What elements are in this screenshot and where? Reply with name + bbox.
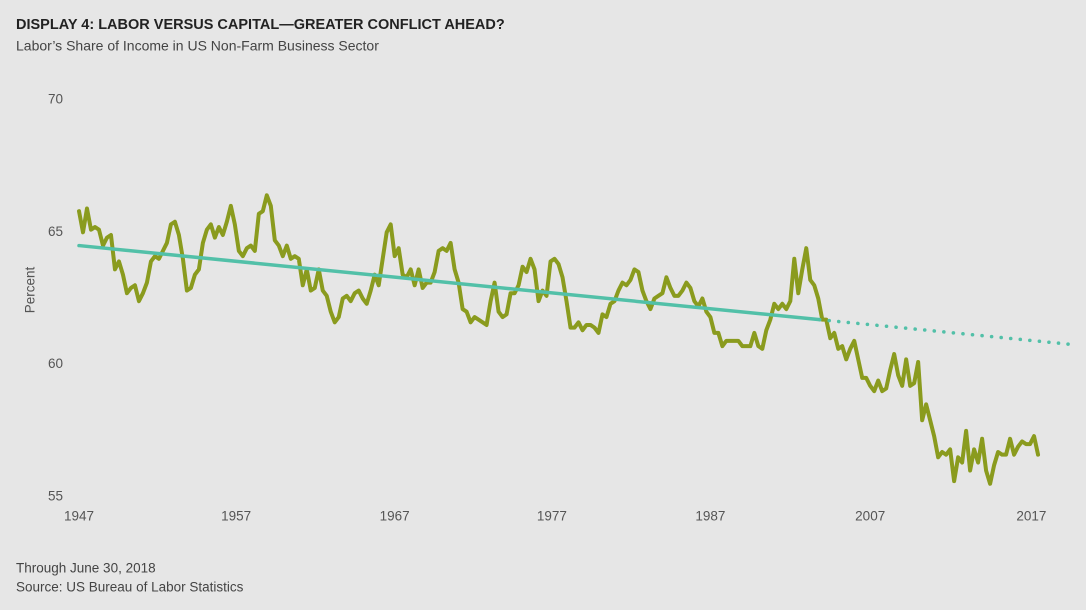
trend-line (77, 243, 822, 322)
y-axis-label: Percent (23, 266, 38, 313)
y-tick-label: 60 (48, 356, 63, 371)
y-tick-label: 70 (48, 92, 63, 107)
chart-title: DISPLAY 4: LABOR VERSUS CAPITAL—GREATER … (16, 17, 505, 33)
x-tick-label: 1987 (695, 509, 725, 524)
data-line (77, 193, 1041, 486)
y-tick-label: 65 (48, 224, 63, 239)
x-tick-label: 2017 (1016, 509, 1046, 524)
x-tick-label: 2007 (855, 509, 885, 524)
x-tick-label: 1957 (221, 509, 251, 524)
footnote: Through June 30, 2018 (16, 561, 156, 576)
chart-subtitle: Labor’s Share of Income in US Non-Farm B… (16, 38, 379, 54)
x-tick-label: 1947 (64, 509, 94, 524)
x-tick-label: 1977 (537, 509, 567, 524)
x-tick-label: 1967 (380, 509, 410, 524)
source-note: Source: US Bureau of Labor Statistics (16, 580, 244, 595)
y-tick-label: 55 (48, 489, 63, 504)
